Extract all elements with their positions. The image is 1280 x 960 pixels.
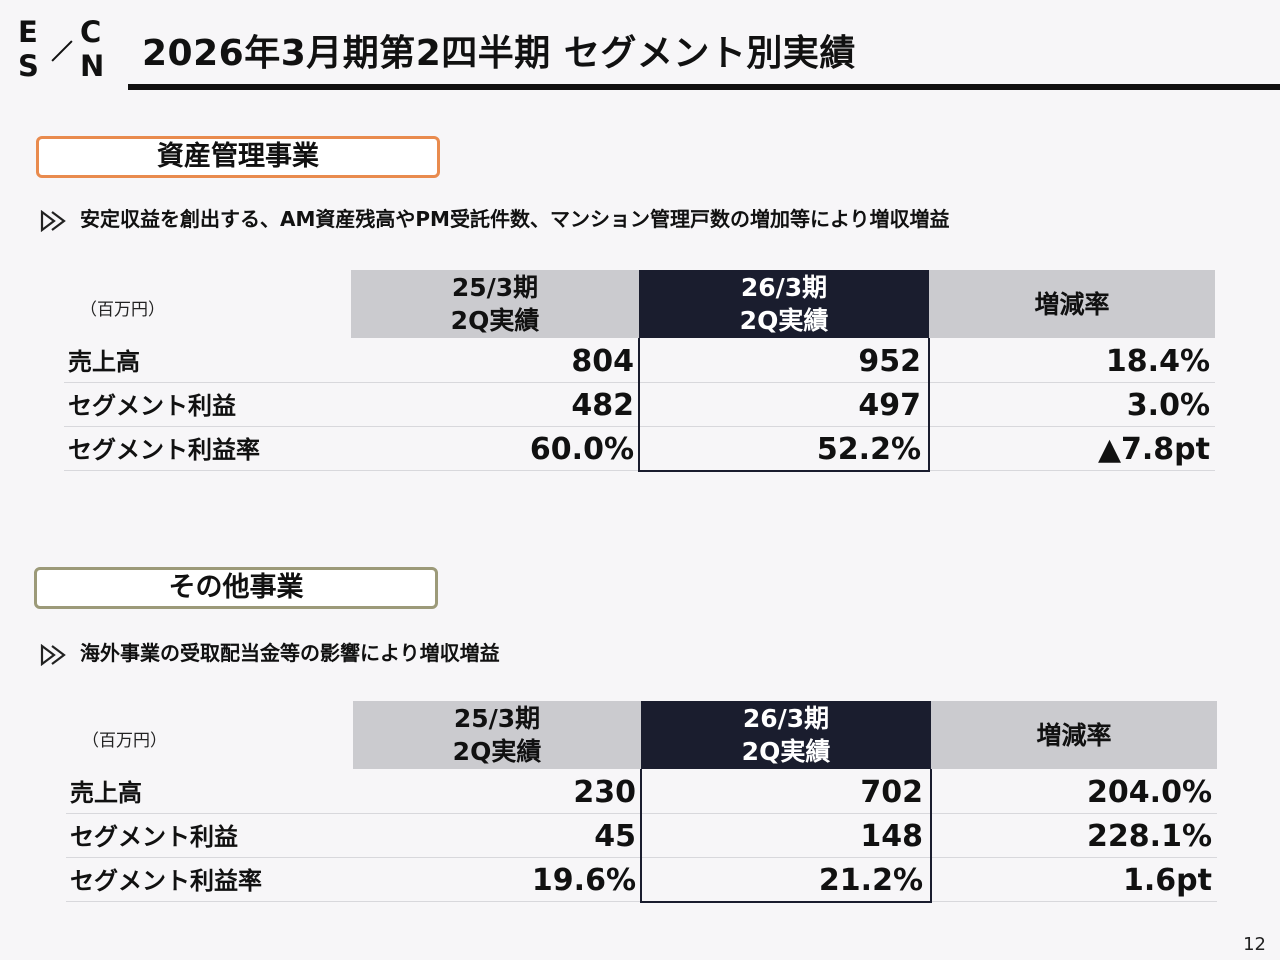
value-prev: 60.0% — [529, 432, 634, 467]
unit-label: （百万円） — [82, 731, 167, 751]
table-row-sales: 売上高 230 702 204.0% — [66, 770, 1217, 814]
table-row-segment-profit: セグメント利益 482 497 3.0% — [64, 383, 1215, 427]
value-prev: 19.6% — [531, 863, 636, 898]
logo-letter-e: E — [18, 15, 38, 49]
header-period: 25/3期 — [453, 704, 541, 733]
header-type: 2Q実績 — [739, 306, 829, 335]
company-logo: E S C N — [18, 18, 108, 82]
segment-label-other-business: その他事業 — [34, 567, 438, 609]
column-header-prev: 25/3期 2Q実績 — [353, 701, 641, 769]
header-period: 26/3期 — [740, 273, 828, 302]
page-title: 2026年3月期第2四半期 セグメント別実績 — [142, 33, 856, 74]
table-row-profit-margin: セグメント利益率 60.0% 52.2% ▲7.8pt — [64, 427, 1215, 471]
value-change: ▲7.8pt — [1097, 432, 1210, 467]
row-label: 売上高 — [70, 779, 142, 807]
column-header-current: 26/3期 2Q実績 — [641, 701, 931, 769]
title-divider — [128, 84, 1280, 90]
summary-text: 安定収益を創出する、AM資産残高やPM受託件数、マンション管理戸数の増加等により… — [80, 207, 950, 231]
value-current: 952 — [858, 344, 921, 379]
segment-label-asset-management: 資産管理事業 — [36, 136, 440, 178]
header-label: 増減率 — [1034, 289, 1110, 319]
table-row-sales: 売上高 804 952 18.4% — [64, 339, 1215, 383]
logo-letter-s: S — [18, 49, 39, 83]
table-row-profit-margin: セグメント利益率 19.6% 21.2% 1.6pt — [66, 858, 1217, 902]
column-header-change: 増減率 — [929, 270, 1215, 338]
header-type: 2Q実績 — [741, 737, 831, 766]
value-change: 18.4% — [1105, 344, 1210, 379]
unit-label: （百万円） — [80, 300, 165, 320]
header-label: 増減率 — [1036, 720, 1112, 750]
value-current: 52.2% — [816, 432, 921, 467]
logo-letter-c: C — [80, 15, 102, 49]
logo-slash — [51, 40, 73, 62]
summary-text: 海外事業の受取配当金等の影響により増収増益 — [80, 641, 500, 665]
segment-summary: 安定収益を創出する、AM資産残高やPM受託件数、マンション管理戸数の増加等により… — [40, 203, 950, 232]
column-header-current: 26/3期 2Q実績 — [639, 270, 929, 338]
table-row-segment-profit: セグメント利益 45 148 228.1% — [66, 814, 1217, 858]
row-label: セグメント利益 — [70, 823, 238, 851]
value-change: 1.6pt — [1123, 863, 1212, 898]
page-number: 12 — [1243, 934, 1266, 955]
value-change: 3.0% — [1126, 388, 1210, 423]
header-type: 2Q実績 — [450, 306, 540, 335]
value-prev: 230 — [573, 775, 636, 810]
double-chevron-right-icon — [40, 209, 66, 232]
column-header-prev: 25/3期 2Q実績 — [351, 270, 639, 338]
value-current: 497 — [858, 388, 921, 423]
value-prev: 482 — [571, 388, 634, 423]
header-period: 25/3期 — [451, 273, 539, 302]
value-current: 148 — [860, 819, 923, 854]
value-change: 228.1% — [1087, 819, 1212, 854]
header-type: 2Q実績 — [452, 737, 542, 766]
header-period: 26/3期 — [742, 704, 830, 733]
row-label: セグメント利益率 — [68, 436, 260, 464]
value-current: 702 — [860, 775, 923, 810]
column-header-change: 増減率 — [931, 701, 1217, 769]
double-chevron-right-icon — [40, 643, 66, 666]
value-prev: 45 — [594, 819, 636, 854]
value-prev: 804 — [571, 344, 634, 379]
logo-letter-n: N — [80, 49, 105, 83]
row-label: 売上高 — [68, 348, 140, 376]
row-label: セグメント利益率 — [70, 867, 262, 895]
value-current: 21.2% — [818, 863, 923, 898]
row-label: セグメント利益 — [68, 392, 236, 420]
value-change: 204.0% — [1087, 775, 1212, 810]
segment-summary: 海外事業の受取配当金等の影響により増収増益 — [40, 637, 500, 666]
